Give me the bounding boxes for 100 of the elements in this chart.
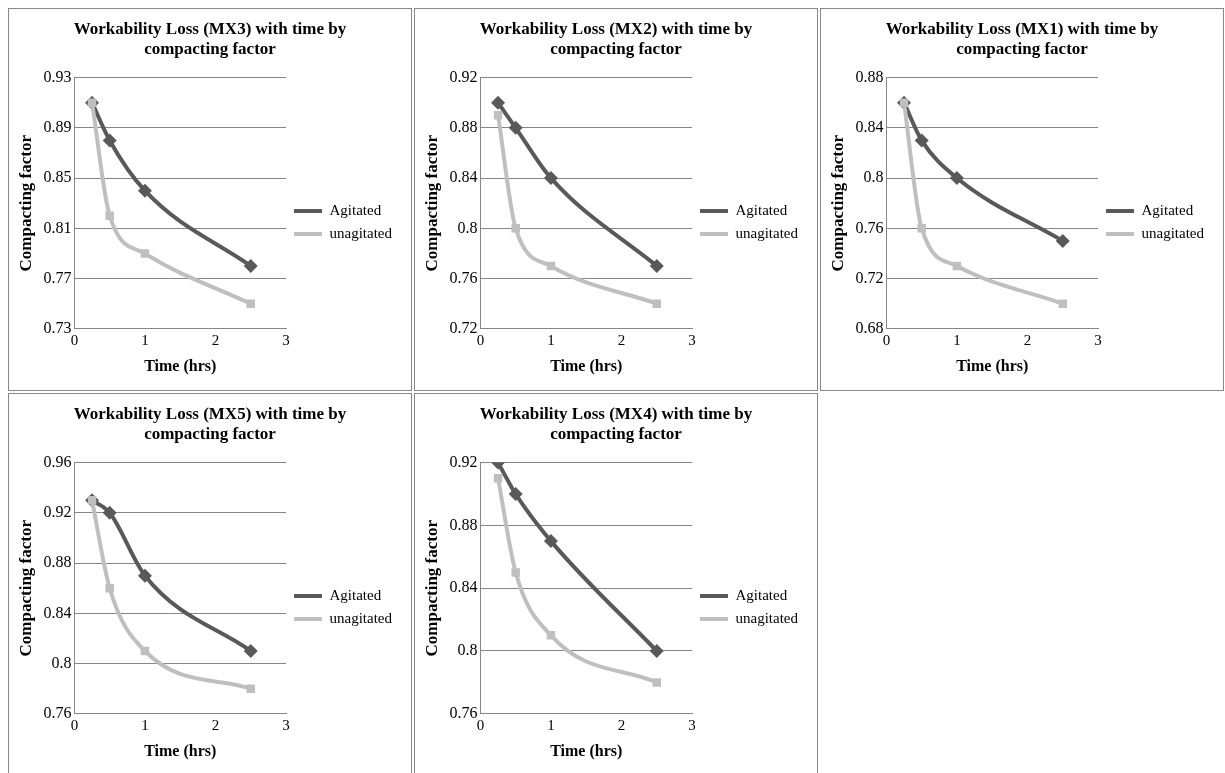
y-tick-label: 0.92 — [449, 67, 478, 85]
x-axis-title: Time (hrs) — [144, 356, 217, 375]
point — [649, 644, 664, 658]
chart-title: Workability Loss (MX1) with time by compacting factor — [884, 19, 1160, 59]
legend-label: unagitated — [329, 609, 393, 626]
y-tick-label: 0.84 — [449, 578, 478, 596]
point — [652, 678, 661, 687]
y-tick-label: 0.88 — [43, 553, 72, 571]
point — [246, 299, 255, 308]
point — [243, 259, 258, 273]
y-tick-label: 0.72 — [855, 268, 884, 286]
y-tick-label: 0.85 — [43, 168, 72, 186]
y-axis-title: Compacting factor — [15, 134, 35, 272]
legend-label: Agitated — [329, 586, 382, 603]
legend-label: unagitated — [329, 224, 393, 241]
point — [914, 133, 929, 148]
x-tick-label: 0 — [476, 331, 485, 348]
x-axis-title: Time (hrs) — [144, 741, 217, 760]
x-tick-label: 1 — [547, 716, 555, 733]
legend-label: unagitated — [1141, 224, 1205, 241]
y-tick-label: 0.81 — [43, 218, 72, 236]
point — [493, 111, 503, 120]
y-tick-label: 0.84 — [855, 118, 884, 136]
x-tick-label: 3 — [1094, 331, 1102, 348]
legend-label: Agitated — [735, 586, 788, 603]
y-tick-label: 0.72 — [449, 319, 478, 336]
y-tick-label: 0.84 — [449, 168, 478, 186]
x-tick-label: 2 — [1023, 331, 1032, 348]
y-tick-label: 0.76 — [43, 704, 72, 721]
point — [140, 249, 150, 258]
x-tick-label: 3 — [688, 716, 696, 733]
point — [508, 487, 523, 501]
point — [508, 120, 523, 135]
y-tick-label: 0.92 — [43, 503, 72, 521]
y-tick-label: 0.89 — [43, 118, 72, 136]
x-tick-label: 2 — [211, 331, 220, 348]
legend-label: Agitated — [329, 201, 382, 218]
point — [543, 171, 558, 186]
point — [511, 224, 520, 233]
y-tick-label: 0.96 — [43, 452, 72, 470]
point — [546, 631, 556, 640]
y-tick-label: 0.68 — [855, 319, 884, 336]
y-tick-label: 0.88 — [855, 67, 884, 85]
point — [493, 474, 503, 483]
point — [1058, 299, 1067, 308]
point — [246, 684, 255, 693]
chart-title: Workability Loss (MX5) with time by compacting factor — [72, 404, 348, 444]
y-axis-title: Compacting factor — [421, 519, 441, 657]
y-tick-label: 0.88 — [449, 118, 478, 136]
y-tick-label: 0.88 — [449, 515, 478, 533]
y-tick-label: 0.93 — [43, 67, 72, 85]
point — [649, 259, 664, 273]
point — [543, 534, 558, 549]
x-tick-label: 2 — [211, 716, 220, 733]
point — [1055, 233, 1070, 248]
legend-label: unagitated — [735, 609, 799, 626]
y-axis-title: Compacting factor — [827, 134, 847, 272]
y-tick-label: 0.76 — [855, 218, 884, 236]
x-tick-label: 3 — [282, 331, 290, 348]
point — [102, 133, 117, 148]
x-tick-label: 3 — [282, 716, 290, 733]
x-tick-label: 3 — [688, 331, 696, 348]
y-tick-label: 0.77 — [43, 268, 72, 286]
chart-title: Workability Loss (MX4) with time by compacting factor — [478, 404, 754, 444]
y-tick-label: 0.84 — [43, 603, 72, 621]
x-tick-label: 2 — [617, 331, 626, 348]
x-axis-title: Time (hrs) — [550, 741, 623, 760]
y-tick-label: 0.8 — [457, 641, 478, 659]
point — [491, 95, 506, 110]
point — [105, 583, 114, 593]
x-tick-label: 0 — [476, 716, 485, 733]
legend-label: Agitated — [735, 201, 788, 218]
y-tick-label: 0.73 — [43, 319, 72, 336]
x-tick-label: 0 — [70, 331, 79, 348]
y-tick-label: 0.92 — [449, 452, 478, 470]
y-axis-title: Compacting factor — [15, 519, 35, 657]
x-tick-label: 1 — [953, 331, 961, 348]
point — [137, 183, 152, 198]
y-tick-label: 0.8 — [457, 218, 478, 236]
y-tick-label: 0.8 — [51, 653, 72, 671]
x-tick-label: 0 — [70, 716, 79, 733]
x-tick-label: 0 — [882, 331, 891, 348]
y-tick-label: 0.8 — [863, 168, 884, 186]
point — [949, 171, 964, 186]
x-tick-label: 2 — [617, 716, 626, 733]
point — [105, 211, 114, 220]
x-tick-label: 1 — [547, 331, 555, 348]
y-tick-label: 0.76 — [449, 268, 478, 286]
y-tick-label: 0.76 — [449, 704, 478, 721]
legend-label: unagitated — [735, 224, 799, 241]
point — [137, 568, 152, 583]
x-tick-label: 1 — [141, 331, 149, 348]
point — [917, 224, 926, 233]
point — [102, 505, 117, 520]
x-tick-label: 1 — [141, 716, 149, 733]
point — [243, 644, 258, 658]
chart-title: Workability Loss (MX2) with time by compacting factor — [478, 19, 754, 59]
point — [511, 568, 520, 577]
x-axis-title: Time (hrs) — [956, 356, 1029, 375]
legend-label: Agitated — [1141, 201, 1194, 218]
